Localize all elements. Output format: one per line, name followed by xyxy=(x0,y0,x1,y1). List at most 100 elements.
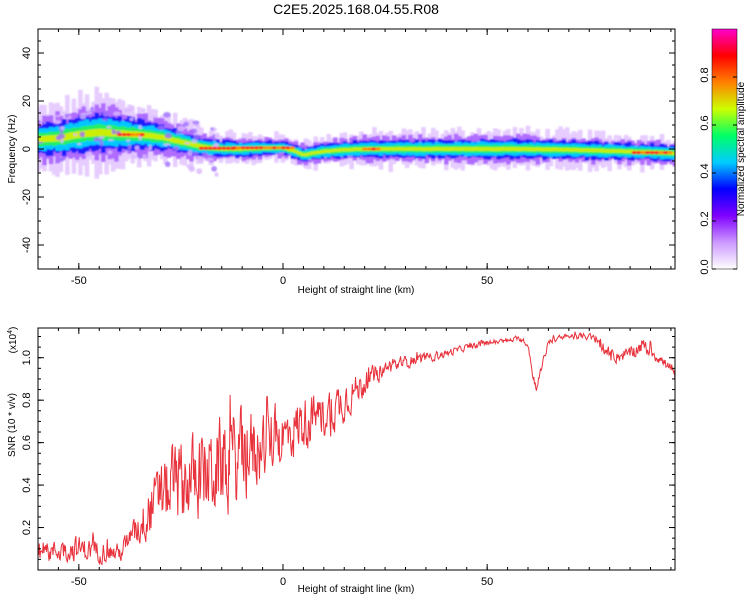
spectral-cell xyxy=(532,147,537,151)
spectral-cell xyxy=(45,135,51,142)
spectral-cell xyxy=(52,135,57,142)
spectral-peak xyxy=(636,151,642,155)
snr-y-tick-label: 0.2 xyxy=(21,520,33,535)
spectral-noise xyxy=(130,105,135,111)
spectral-cell xyxy=(672,152,675,155)
spectral-cell xyxy=(558,147,563,152)
spectral-cell xyxy=(388,147,394,151)
colorbar-tick-label: 0.6 xyxy=(699,115,711,130)
spectral-noise xyxy=(196,168,203,175)
spectral-cell xyxy=(153,133,158,139)
spectral-cell xyxy=(457,147,462,151)
spectral-noise xyxy=(157,125,166,130)
spectrogram-ticks: -50 0 50 -40 -20 0 20 40 xyxy=(21,28,675,287)
spectral-noise xyxy=(59,157,66,161)
spectral-cell xyxy=(610,149,616,153)
spectral-noise xyxy=(210,127,214,131)
spectral-cell xyxy=(166,136,171,141)
spectral-cell xyxy=(440,147,446,151)
snr-y-axis-label: SNR (10 * v/v) xyxy=(7,393,18,457)
spectral-peak xyxy=(289,146,295,150)
spectral-cell xyxy=(542,147,547,152)
snr-ticks: -50 0 50 0.2 0.4 0.6 0.8 1.0 xyxy=(21,328,675,588)
spectral-noise xyxy=(193,134,201,141)
spectral-cell xyxy=(84,130,90,137)
spectral-cell xyxy=(528,147,534,151)
spectral-noise xyxy=(212,134,216,139)
spectral-peak xyxy=(253,146,260,150)
spectral-cell xyxy=(391,147,397,151)
spectrogram-x-axis-label: Height of straight line (km) xyxy=(298,285,415,296)
spectral-peak xyxy=(280,146,287,150)
spectral-cell xyxy=(172,138,178,143)
snr-scale-exponent: 4 xyxy=(7,330,14,334)
spectral-peak xyxy=(271,146,278,150)
spectral-noise xyxy=(64,113,69,118)
spectral-peak xyxy=(249,146,255,150)
spectral-peak xyxy=(654,151,660,155)
snr-plot-area xyxy=(38,328,675,570)
spectral-cell xyxy=(359,147,364,151)
spectral-cell xyxy=(466,147,472,151)
spectral-cell xyxy=(355,147,361,151)
spectral-peak xyxy=(285,146,291,150)
spectral-peak xyxy=(231,146,237,150)
spectral-peak xyxy=(645,151,651,155)
spectral-noise xyxy=(177,125,185,132)
spectral-cell xyxy=(87,129,93,137)
spectral-cell xyxy=(493,147,498,151)
spectral-cell xyxy=(512,147,518,151)
colorbar-tick-label: 0.2 xyxy=(699,211,711,226)
spectral-noise xyxy=(113,111,121,116)
spectral-cell xyxy=(156,134,162,140)
spectral-noise xyxy=(102,118,108,121)
spectral-cell xyxy=(169,137,175,142)
spectral-cell xyxy=(587,148,593,152)
spectral-peak xyxy=(117,133,123,137)
spectral-noise xyxy=(192,120,200,125)
spectral-noise xyxy=(60,138,64,144)
spectral-cell xyxy=(584,148,590,152)
spectral-cell xyxy=(332,148,338,152)
spectral-peak xyxy=(267,146,273,150)
snr-y-tick-label: 0.8 xyxy=(21,393,33,408)
spectral-peak xyxy=(258,146,264,150)
spectral-noise xyxy=(40,120,47,125)
spectral-cell xyxy=(525,147,531,151)
spectral-cell xyxy=(581,148,586,152)
snr-line xyxy=(38,331,675,566)
spectral-cell xyxy=(94,129,100,137)
spectral-noise xyxy=(138,154,142,159)
spectrogram-x-tick-label: 0 xyxy=(280,275,286,287)
snr-x-axis-label: Height of straight line (km) xyxy=(298,584,415,595)
spectral-noise xyxy=(93,137,100,142)
spectral-cell xyxy=(591,148,596,153)
spectral-peak xyxy=(244,146,251,150)
spectral-cell xyxy=(346,148,351,152)
spectral-noise xyxy=(201,152,209,157)
spectrogram-image xyxy=(38,86,675,179)
spectral-cell xyxy=(444,147,449,151)
spectral-peak xyxy=(366,147,372,151)
spectral-cell xyxy=(437,147,443,151)
spectral-cell xyxy=(303,153,309,157)
spectral-cell xyxy=(352,147,358,151)
spectral-peak xyxy=(631,151,637,155)
spectral-peak xyxy=(139,133,145,137)
spectral-cell xyxy=(306,152,312,156)
colorbar-tick-label: 0.8 xyxy=(699,67,711,82)
spectral-peak xyxy=(130,133,136,137)
spectral-cell xyxy=(597,148,603,153)
spectral-noise xyxy=(208,162,215,166)
spectral-peak xyxy=(235,146,242,150)
spectral-peak xyxy=(212,146,218,150)
spectral-peak xyxy=(640,151,646,155)
spectral-noise xyxy=(191,128,198,134)
spectral-cell xyxy=(414,147,420,151)
spectral-cell xyxy=(97,128,103,136)
spectral-cell xyxy=(623,150,629,154)
spectral-cell xyxy=(408,147,413,151)
spectrogram-x-tick-label: -50 xyxy=(71,275,87,287)
spectral-noise xyxy=(138,124,143,130)
